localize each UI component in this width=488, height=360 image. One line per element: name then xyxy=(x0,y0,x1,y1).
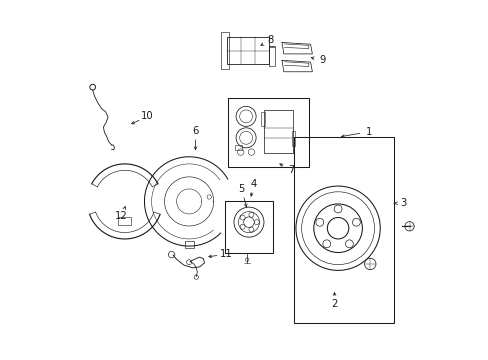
Text: 4: 4 xyxy=(250,179,257,189)
Bar xyxy=(224,202,272,253)
Bar xyxy=(293,137,393,323)
Text: 9: 9 xyxy=(319,55,325,65)
Text: 10: 10 xyxy=(141,111,153,121)
Text: 5: 5 xyxy=(238,184,244,194)
Text: 3: 3 xyxy=(400,198,406,208)
Text: 2: 2 xyxy=(331,299,337,309)
Bar xyxy=(261,112,264,126)
Text: 6: 6 xyxy=(192,126,198,136)
Text: 11: 11 xyxy=(219,249,232,259)
Bar xyxy=(221,32,229,69)
Text: 8: 8 xyxy=(267,35,273,45)
Text: 1: 1 xyxy=(365,127,371,137)
Bar xyxy=(268,47,275,66)
Bar xyxy=(118,217,131,225)
Bar xyxy=(291,131,295,145)
Bar xyxy=(264,110,293,153)
Bar xyxy=(234,145,242,150)
Bar xyxy=(184,240,193,248)
Text: 7: 7 xyxy=(287,165,293,175)
Bar xyxy=(228,98,308,167)
Text: 12: 12 xyxy=(115,211,127,221)
Bar xyxy=(227,37,268,64)
